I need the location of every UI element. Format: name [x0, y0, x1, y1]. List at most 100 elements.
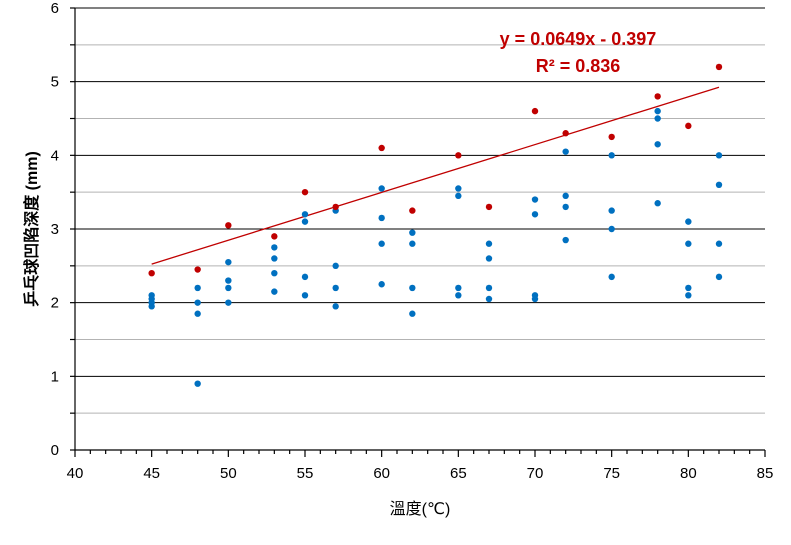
data-point-blue [301, 292, 309, 299]
data-point-blue [225, 299, 232, 306]
data-point-blue [715, 181, 723, 188]
y-axis-ticks: 0 1 2 3 4 5 6 [51, 0, 75, 459]
y-tick-label: 3 [51, 221, 59, 238]
data-point-blue [409, 229, 416, 236]
data-point-blue [531, 211, 539, 218]
data-point-blue [409, 284, 416, 292]
data-point-blue [455, 192, 462, 200]
data-point-blue [409, 240, 416, 247]
data-point-blue [455, 284, 462, 292]
data-point-blue [148, 303, 155, 310]
data-point-blue [715, 273, 723, 281]
y-tick-label: 1 [51, 368, 59, 385]
data-point-red [562, 130, 569, 137]
x-tick-label: 70 [527, 465, 544, 482]
data-point-blue [194, 299, 201, 306]
y-tick-label: 0 [51, 442, 59, 459]
data-point-red [715, 63, 723, 71]
gridlines [75, 7, 765, 414]
trendline-group [151, 86, 720, 265]
data-points [148, 63, 723, 387]
data-point-blue [654, 107, 661, 115]
x-tick-label: 40 [67, 465, 84, 482]
data-point-blue [608, 225, 615, 233]
x-axis-ticks: 40 45 50 55 60 65 70 75 80 85 [67, 450, 774, 482]
equation-label: y = 0.0649x - 0.397 [500, 29, 657, 49]
data-point-red [271, 233, 278, 240]
data-point-red [654, 93, 661, 100]
data-point-blue [685, 240, 692, 247]
data-point-blue [654, 141, 661, 148]
x-tick-label: 75 [603, 465, 620, 482]
y-tick-label: 2 [51, 295, 59, 312]
data-point-blue [685, 284, 692, 292]
data-point-red [332, 203, 339, 211]
data-point-blue [194, 284, 201, 292]
data-point-blue [194, 310, 201, 317]
y-tick-label: 6 [51, 0, 59, 17]
data-point-blue [455, 185, 462, 192]
x-tick-label: 60 [373, 465, 390, 482]
data-point-blue [608, 152, 615, 159]
data-point-blue [562, 236, 569, 244]
data-point-blue [225, 258, 232, 266]
data-point-red [485, 203, 493, 211]
data-point-blue [378, 281, 385, 288]
data-point-blue [608, 273, 615, 281]
x-axis-title: 溫度(℃) [390, 500, 451, 518]
data-point-blue [562, 192, 569, 200]
x-tick-label: 50 [220, 465, 237, 482]
x-tick-label: 85 [757, 465, 774, 482]
data-point-blue [485, 295, 493, 303]
data-point-blue [301, 218, 309, 225]
trendline [151, 86, 720, 265]
data-point-blue [654, 115, 661, 122]
x-tick-label: 45 [143, 465, 160, 482]
x-tick-label: 80 [680, 465, 697, 482]
data-point-red [194, 266, 201, 273]
y-tick-label: 4 [51, 147, 59, 164]
data-point-blue [654, 200, 661, 207]
y-axis-title: 乒乓球凹陷深度 (mm) [22, 151, 41, 307]
data-point-blue [271, 255, 278, 262]
data-point-blue [562, 203, 569, 211]
x-tick-label: 65 [450, 465, 467, 482]
data-point-red [455, 152, 462, 159]
data-point-red [301, 188, 309, 196]
data-point-blue [194, 380, 201, 387]
data-point-blue [455, 292, 462, 299]
x-tick-label: 55 [297, 465, 314, 482]
data-point-blue [715, 240, 723, 247]
data-point-blue [485, 255, 493, 262]
data-point-blue [685, 292, 692, 299]
data-point-blue [301, 273, 309, 281]
r-squared-label: R² = 0.836 [536, 56, 621, 76]
data-point-blue [378, 214, 385, 222]
data-point-red [409, 207, 416, 214]
data-point-blue [485, 284, 493, 292]
data-point-blue [409, 310, 416, 317]
data-point-blue [562, 148, 569, 155]
data-point-blue [715, 152, 723, 159]
data-point-blue [225, 277, 232, 284]
y-tick-label: 5 [51, 74, 59, 91]
data-point-red [378, 144, 385, 152]
data-point-blue [332, 303, 339, 310]
data-point-red [225, 222, 232, 229]
data-point-blue [378, 185, 385, 192]
data-point-red [148, 270, 155, 277]
data-point-blue [531, 295, 539, 303]
data-point-blue [271, 244, 278, 251]
data-point-blue [271, 270, 278, 277]
data-point-red [608, 133, 615, 141]
data-point-blue [685, 218, 692, 225]
data-point-blue [531, 196, 539, 203]
data-point-blue [332, 284, 339, 292]
data-point-blue [378, 240, 385, 247]
data-point-blue [485, 240, 493, 247]
data-point-blue [332, 262, 339, 270]
data-point-blue [608, 207, 615, 214]
data-point-blue [301, 211, 309, 218]
data-point-blue [271, 288, 278, 295]
